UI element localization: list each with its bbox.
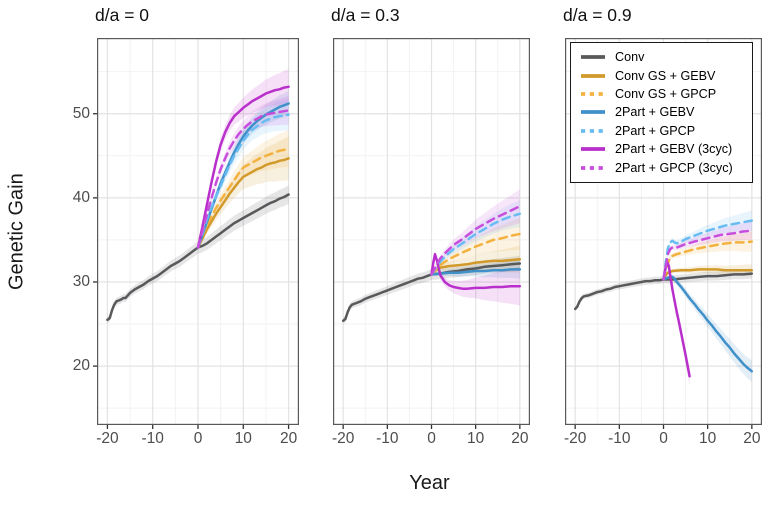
panel-border: [97, 38, 300, 425]
legend-item: Conv GS + GEBV: [580, 66, 745, 84]
x-tick-label: 20: [743, 430, 761, 447]
confidence-band: [663, 221, 752, 282]
legend-item: Conv GS + GPCP: [580, 85, 745, 103]
legend-item: Conv: [580, 48, 745, 66]
facet-title: d/a = 0: [95, 5, 150, 25]
solid-line-swatch-icon: [581, 110, 605, 115]
facet-title: d/a = 0.9: [563, 5, 632, 25]
y-tick-label: 50: [72, 104, 90, 122]
x-tick-label: 0: [659, 430, 668, 447]
x-tick-label: 0: [427, 430, 436, 447]
x-tick-label: -10: [141, 430, 164, 447]
legend-item: 2Part + GEBV (3cyc): [580, 140, 745, 158]
x-tick-label: 20: [511, 430, 529, 447]
confidence-band: [663, 274, 752, 383]
confidence-band: [431, 245, 520, 277]
series-line: [662, 240, 754, 281]
y-tick-label: 20: [72, 357, 90, 375]
confidence-band: [663, 264, 752, 282]
x-tick-label: -20: [331, 430, 355, 447]
legend-label: 2Part + GEBV (3cyc): [615, 142, 733, 157]
x-tick-label: -20: [96, 430, 119, 447]
dashed-line-swatch-icon: [581, 165, 605, 170]
series-line: [430, 252, 522, 290]
x-tick-label: 0: [193, 430, 203, 447]
x-tick-label: 10: [234, 430, 252, 447]
panel-d-a-0.3: [333, 38, 531, 429]
confidence-band: [107, 185, 289, 324]
series-line: [196, 157, 290, 249]
confidence-band: [663, 210, 752, 282]
x-axis-title: Year: [409, 472, 450, 494]
y-tick-label: 40: [72, 188, 90, 206]
solid-line-swatch-icon: [581, 55, 605, 60]
x-tick-label: -10: [608, 430, 631, 447]
legend-label: 2Part + GPCP: [615, 123, 696, 138]
series-line: [196, 113, 290, 249]
panel-border: [565, 38, 763, 425]
series-line: [341, 262, 522, 322]
solid-line-swatch-icon: [581, 147, 605, 152]
legend-label: 2Part + GEBV: [615, 105, 695, 120]
series-line: [430, 205, 522, 276]
legend-label: 2Part + GPCP (3cyc): [615, 160, 733, 175]
confidence-band: [198, 98, 289, 250]
series-line: [662, 219, 754, 281]
panel-d-a-0: [93, 38, 300, 429]
confidence-band: [431, 189, 520, 277]
series-line: [430, 212, 522, 276]
x-tick-label: 20: [279, 430, 298, 447]
dashed-line-swatch-icon: [581, 92, 605, 96]
confidence-band: [198, 129, 289, 250]
y-axis-title: Genetic Gain: [5, 173, 28, 290]
confidence-band: [575, 268, 752, 312]
series-line: [106, 193, 290, 322]
legend-label: Conv GS + GEBV: [615, 68, 716, 83]
dashed-line-swatch-icon: [581, 128, 605, 133]
series-line: [662, 275, 754, 373]
x-tick-label: 10: [699, 430, 717, 447]
solid-line-swatch-icon: [581, 73, 605, 78]
confidence-band: [431, 251, 520, 306]
panel-border: [333, 38, 531, 425]
confidence-band: [431, 200, 520, 277]
legend-item: 2Part + GPCP (3cyc): [580, 158, 745, 176]
legend-label: Conv: [615, 50, 645, 65]
series-line: [196, 109, 290, 249]
series-line: [573, 272, 754, 311]
legend-item: 2Part + GPCP: [580, 122, 745, 140]
series-line: [196, 85, 290, 249]
legend: Conv Conv GS + GEBV Conv GS + GPCP 2Part + …: [570, 42, 753, 183]
x-tick-label: -10: [376, 430, 399, 447]
series-line: [430, 268, 522, 276]
legend-item: 2Part + GEBV: [580, 103, 745, 121]
series-line: [662, 229, 754, 281]
series-line: [430, 232, 522, 276]
x-tick-label: -20: [563, 430, 587, 447]
facet-title: d/a = 0.3: [331, 5, 400, 25]
legend-label: Conv GS + GPCP: [615, 86, 717, 101]
y-tick-label: 30: [72, 272, 90, 290]
x-tick-label: 10: [467, 430, 485, 447]
series-line: [662, 268, 754, 281]
confidence-band: [343, 255, 520, 324]
series-line: [196, 146, 290, 249]
